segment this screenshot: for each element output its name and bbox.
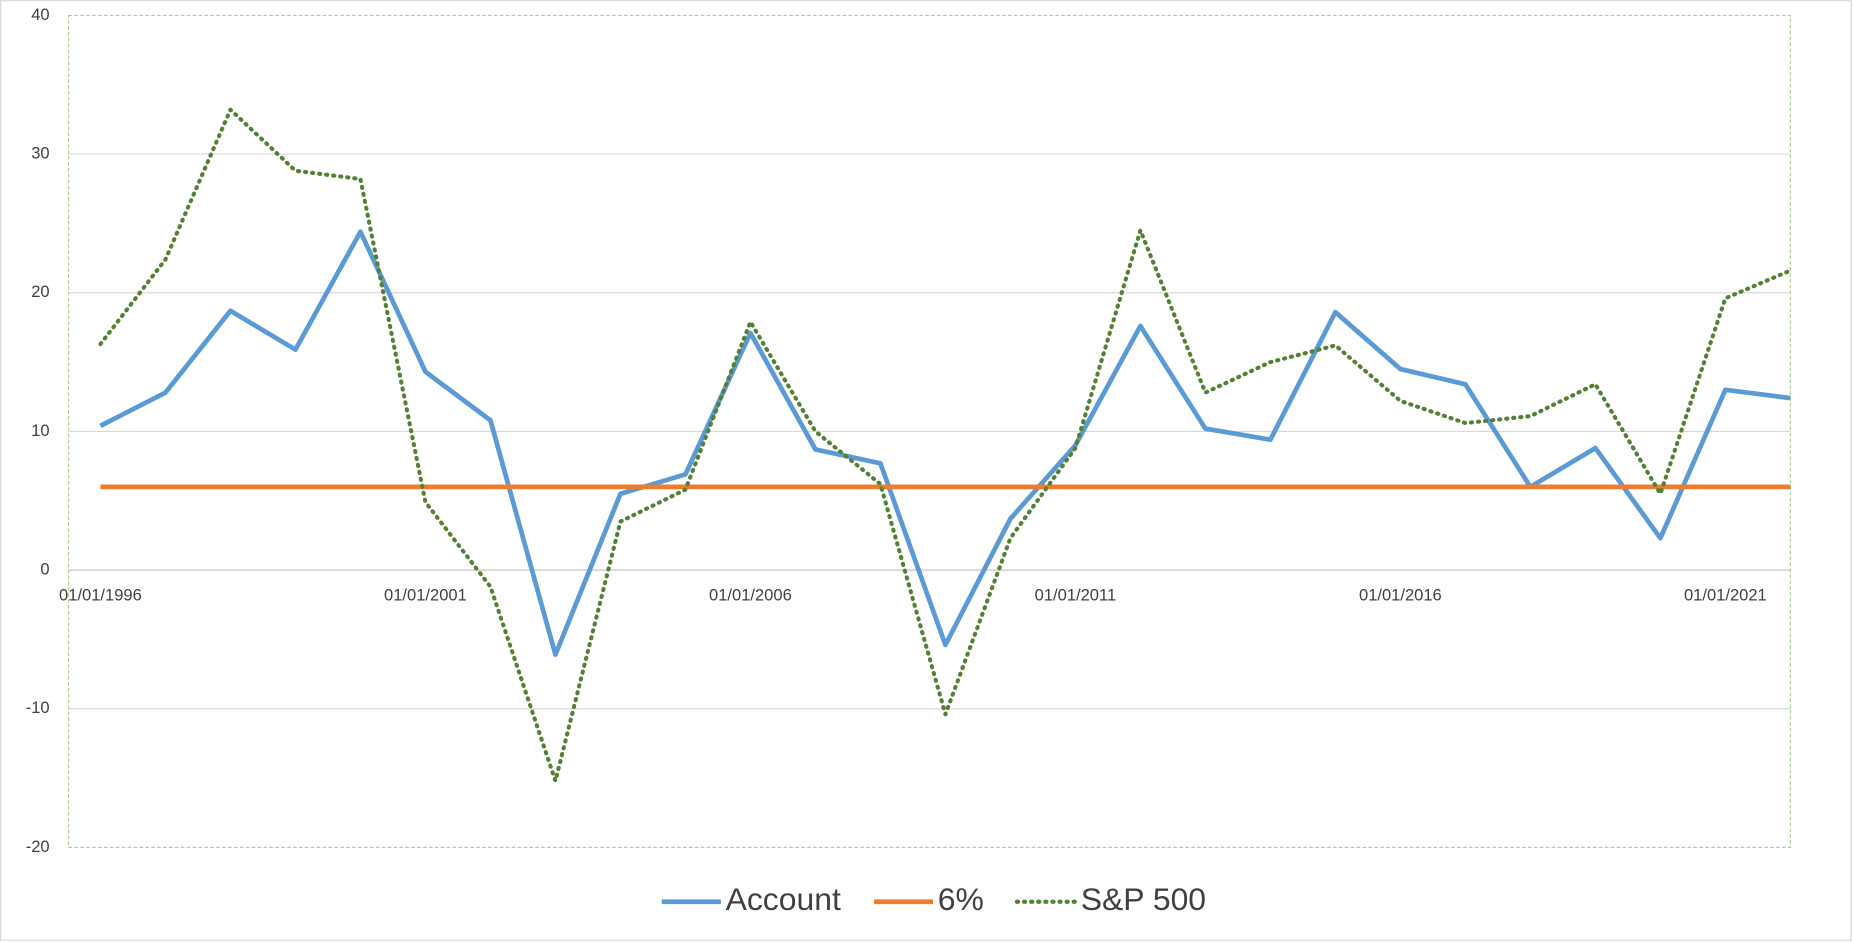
y-tick-label: 10 — [31, 421, 49, 440]
x-tick-label: 01/01/1996 — [59, 585, 142, 604]
x-tick-label: 01/01/2006 — [709, 585, 792, 604]
y-tick-label: -10 — [26, 698, 50, 717]
y-tick-label: -20 — [26, 837, 50, 856]
x-tick-label: 01/01/2001 — [384, 585, 467, 604]
legend-label: 6% — [938, 881, 984, 917]
y-tick-label: 30 — [31, 143, 49, 162]
x-tick-label: 01/01/2011 — [1035, 585, 1117, 604]
y-tick-label: 0 — [40, 559, 49, 578]
x-tick-label: 01/01/2021 — [1684, 585, 1767, 604]
x-tick-label: 01/01/2016 — [1359, 585, 1442, 604]
legend-label: S&P 500 — [1081, 881, 1206, 917]
y-tick-label: 20 — [31, 282, 49, 301]
legend-label: Account — [726, 881, 841, 917]
y-tick-label: 40 — [31, 5, 49, 24]
data-line — [98, 107, 1793, 783]
